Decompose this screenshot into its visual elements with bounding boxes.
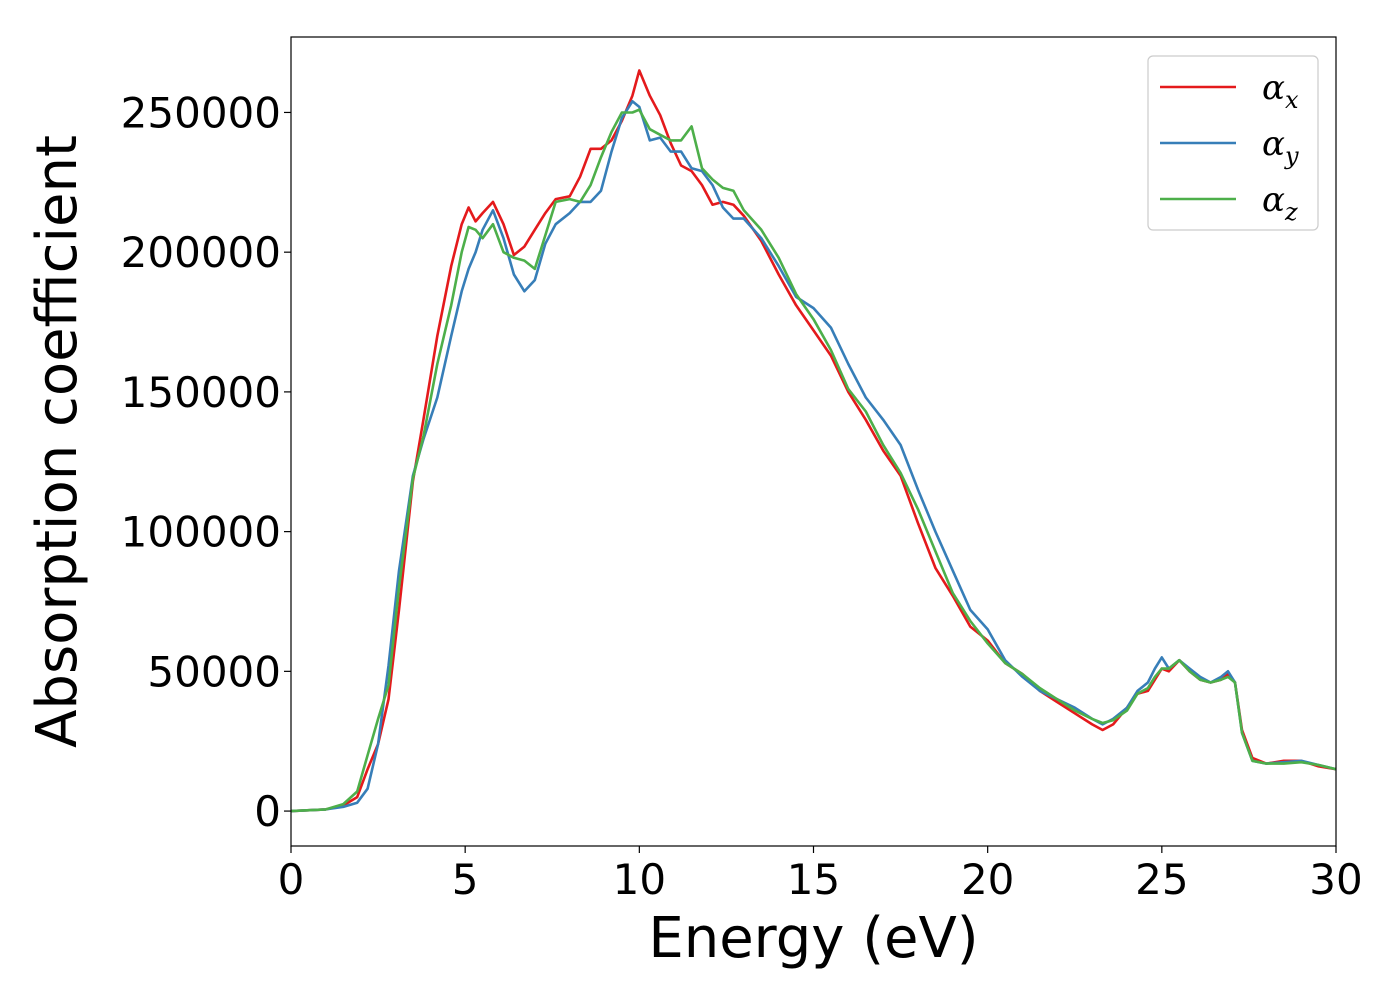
y-tick-label: 0: [254, 787, 281, 836]
legend: αx αy αz: [1147, 55, 1319, 231]
x-axis: 0 5 10 15 20 25 30: [278, 846, 1363, 904]
series-layer: [291, 69, 1336, 813]
x-tick-label: 30: [1309, 855, 1362, 904]
x-tick-label: 0: [278, 855, 305, 904]
y-tick-label: 200000: [121, 228, 281, 277]
y-axis-title: Absorption coefficient: [25, 135, 90, 748]
x-tick-label: 25: [1135, 855, 1188, 904]
x-tick-label: 5: [452, 855, 479, 904]
y-tick-label: 250000: [121, 88, 281, 137]
legend-label-x: αx: [1262, 68, 1299, 114]
y-tick-label: 150000: [121, 368, 281, 417]
x-tick-label: 15: [787, 855, 840, 904]
legend-label-z: αz: [1262, 180, 1298, 226]
y-tick-label: 50000: [147, 647, 281, 696]
legend-label-y: αy: [1262, 124, 1299, 170]
series-line-x: [291, 69, 1336, 813]
y-tick-label: 100000: [121, 508, 281, 557]
x-tick-label: 10: [613, 855, 666, 904]
y-axis: 0 50000 100000 150000 200000 250000: [121, 88, 291, 836]
x-tick-label: 20: [961, 855, 1014, 904]
x-axis-title: Energy (eV): [648, 906, 978, 971]
series-line-z: [291, 108, 1336, 813]
